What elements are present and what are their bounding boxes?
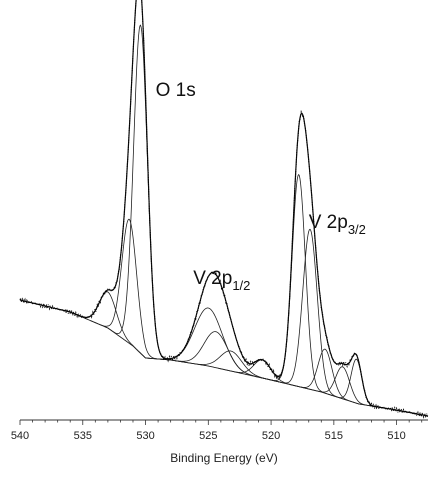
x-tick-label: 520 [262, 430, 280, 442]
peak-label-subscript: 1/2 [232, 278, 250, 293]
x-tick-label: 510 [387, 430, 405, 442]
component-peak-12 [328, 358, 384, 409]
peak-label-subscript: 3/2 [348, 222, 366, 237]
x-tick-label: 540 [11, 430, 29, 442]
x-tick-label: 525 [199, 430, 217, 442]
measured-data-line [19, 0, 429, 420]
x-tick-label: 515 [325, 430, 343, 442]
peak-label-main: V 2p [193, 268, 232, 289]
x-axis-title: Binding Energy (eV) [170, 451, 277, 465]
component-peak-1 [63, 291, 152, 359]
peak-labels: O 1sV 2p1/2V 2p3/2 [156, 80, 366, 293]
x-tick-label: 530 [136, 430, 154, 442]
peak-label-main: V 2p [309, 212, 348, 233]
peak-label-main: O 1s [156, 80, 196, 101]
x-tick-label: 535 [74, 430, 92, 442]
component-peak-2 [90, 218, 168, 361]
x-axis-ticks: 540 535 530 525 520 515 510 [11, 420, 423, 442]
peak-label-3: V 2p3/2 [309, 212, 366, 237]
peak-label-1: O 1s [156, 80, 196, 101]
component-peak-8 [264, 173, 333, 396]
peak-label-2: V 2p1/2 [193, 268, 250, 293]
component-peak-5 [155, 331, 277, 382]
component-peak-11 [306, 366, 379, 408]
component-peak-9 [272, 228, 348, 401]
plot-area [19, 0, 429, 420]
component-peak-10 [289, 348, 361, 405]
